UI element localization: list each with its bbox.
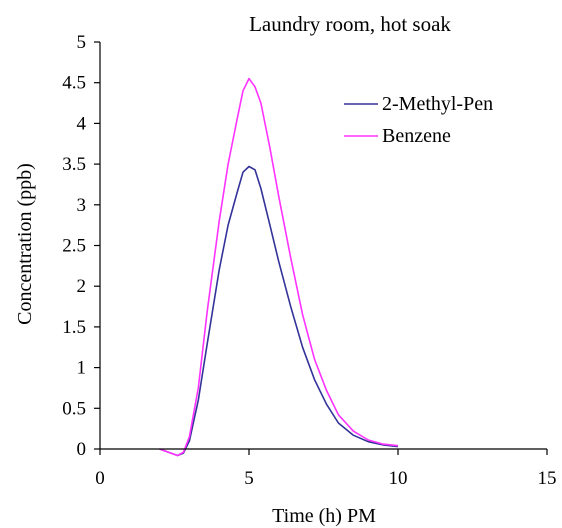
y-tick-label: 2.5 bbox=[62, 236, 86, 257]
y-tick-label: 1.5 bbox=[62, 317, 86, 338]
y-tick-label: 0.5 bbox=[62, 398, 86, 419]
y-tick-label: 1 bbox=[77, 358, 87, 379]
y-tick-label: 3.5 bbox=[62, 154, 86, 175]
legend-label: Benzene bbox=[382, 125, 451, 147]
y-tick-label: 5 bbox=[77, 32, 87, 53]
x-tick-label: 15 bbox=[538, 468, 557, 489]
y-tick-label: 3 bbox=[77, 195, 87, 216]
legend-item: Benzene bbox=[344, 125, 451, 147]
x-tick-label: 10 bbox=[389, 468, 408, 489]
x-tick-label: 0 bbox=[95, 468, 105, 489]
legend-item: 2-Methyl-Pen bbox=[344, 93, 493, 115]
x-axis-label: Time (h) PM bbox=[272, 505, 376, 527]
series-line-1 bbox=[159, 77, 399, 457]
legend: 2-Methyl-Pen Benzene bbox=[344, 93, 493, 147]
x-tick-label: 5 bbox=[244, 468, 254, 489]
plot-area bbox=[159, 77, 399, 457]
legend-label: 2-Methyl-Pen bbox=[382, 93, 493, 115]
series-line-0 bbox=[159, 165, 399, 457]
chart-title: Laundry room, hot soak bbox=[249, 12, 451, 36]
y-tick-label: 4 bbox=[77, 113, 87, 134]
y-tick-label: 2 bbox=[77, 276, 87, 297]
y-tick-label: 4.5 bbox=[62, 73, 86, 94]
y-tick-label: 0 bbox=[77, 439, 87, 460]
y-axis-label: Concentration (ppb) bbox=[14, 163, 36, 325]
axes: 0 0.5 1 1.5 2 2.5 3 3.5 4 4.5 5 0 5 10 15 bbox=[62, 32, 556, 489]
